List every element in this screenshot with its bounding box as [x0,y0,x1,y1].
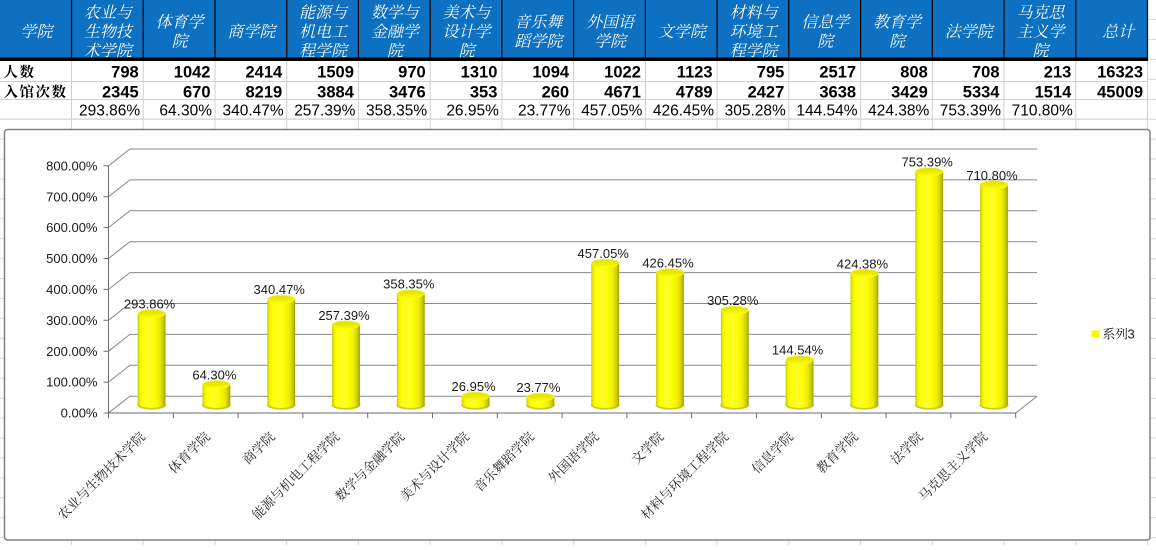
svg-text:200.00%: 200.00% [46,344,98,359]
svg-text:305.28%: 305.28% [707,293,759,308]
svg-text:4671: 4671 [604,83,641,101]
svg-text:26.95%: 26.95% [446,103,499,120]
svg-text:1042: 1042 [174,63,211,81]
svg-text:1022: 1022 [604,63,641,81]
svg-text:457.05%: 457.05% [581,103,642,120]
svg-text:753.39%: 753.39% [902,155,954,170]
svg-text:353: 353 [470,83,498,101]
svg-text:1514: 1514 [1035,83,1073,101]
svg-text:457.05%: 457.05% [578,246,630,261]
svg-text:23.77%: 23.77% [518,103,571,120]
svg-text:400.00%: 400.00% [46,282,98,297]
svg-text:3638: 3638 [819,83,856,101]
svg-text:798: 798 [111,63,139,81]
svg-text:144.54%: 144.54% [772,343,824,358]
svg-text:700.00%: 700.00% [46,189,98,204]
svg-text:2345: 2345 [102,83,139,101]
svg-text:424.38%: 424.38% [837,256,889,271]
svg-text:257.39%: 257.39% [294,103,355,120]
svg-text:3: 3 [1128,327,1135,342]
svg-text:670: 670 [183,83,211,101]
svg-text:293.86%: 293.86% [124,297,176,312]
svg-text:257.39%: 257.39% [318,308,370,323]
svg-text:3476: 3476 [389,83,426,101]
svg-text:358.35%: 358.35% [383,277,435,292]
svg-text:23.77%: 23.77% [516,380,561,395]
svg-text:1509: 1509 [317,63,354,81]
svg-text:808: 808 [900,63,928,81]
svg-text:16323: 16323 [1097,63,1143,81]
svg-text:424.38%: 424.38% [868,103,929,120]
svg-text:1123: 1123 [677,63,713,81]
svg-text:293.86%: 293.86% [79,103,140,120]
svg-text:600.00%: 600.00% [46,220,98,235]
svg-text:64.30%: 64.30% [159,103,212,120]
svg-text:358.35%: 358.35% [366,103,427,120]
svg-text:2427: 2427 [748,83,785,101]
svg-text:213: 213 [1044,63,1072,81]
svg-text:45009: 45009 [1097,83,1143,101]
svg-text:340.47%: 340.47% [254,282,306,297]
svg-text:100.00%: 100.00% [46,375,98,390]
svg-text:26.95%: 26.95% [452,379,497,394]
svg-text:1310: 1310 [461,63,498,81]
svg-text:2414: 2414 [245,63,283,81]
svg-text:708: 708 [972,63,1000,81]
svg-text:426.45%: 426.45% [653,103,714,120]
svg-text:500.00%: 500.00% [46,251,98,266]
svg-text:2517: 2517 [819,63,856,81]
svg-text:753.39%: 753.39% [940,103,1001,120]
svg-text:710.80%: 710.80% [966,168,1018,183]
svg-text:970: 970 [398,63,426,81]
svg-text:260: 260 [542,83,570,101]
svg-text:0.00%: 0.00% [61,406,98,421]
svg-text:300.00%: 300.00% [46,313,98,328]
svg-text:4789: 4789 [676,83,713,101]
svg-text:795: 795 [757,63,785,81]
svg-text:8219: 8219 [245,83,282,101]
svg-text:144.54%: 144.54% [796,103,857,120]
svg-text:710.80%: 710.80% [1012,103,1073,120]
svg-text:1094: 1094 [532,63,570,81]
svg-text:5334: 5334 [963,83,1001,101]
svg-text:64.30%: 64.30% [192,368,237,383]
svg-text:800.00%: 800.00% [46,158,98,173]
svg-text:305.28%: 305.28% [725,103,786,120]
svg-text:3884: 3884 [317,83,355,101]
svg-text:3429: 3429 [891,83,928,101]
svg-text:426.45%: 426.45% [642,256,694,271]
svg-text:340.47%: 340.47% [222,103,283,120]
